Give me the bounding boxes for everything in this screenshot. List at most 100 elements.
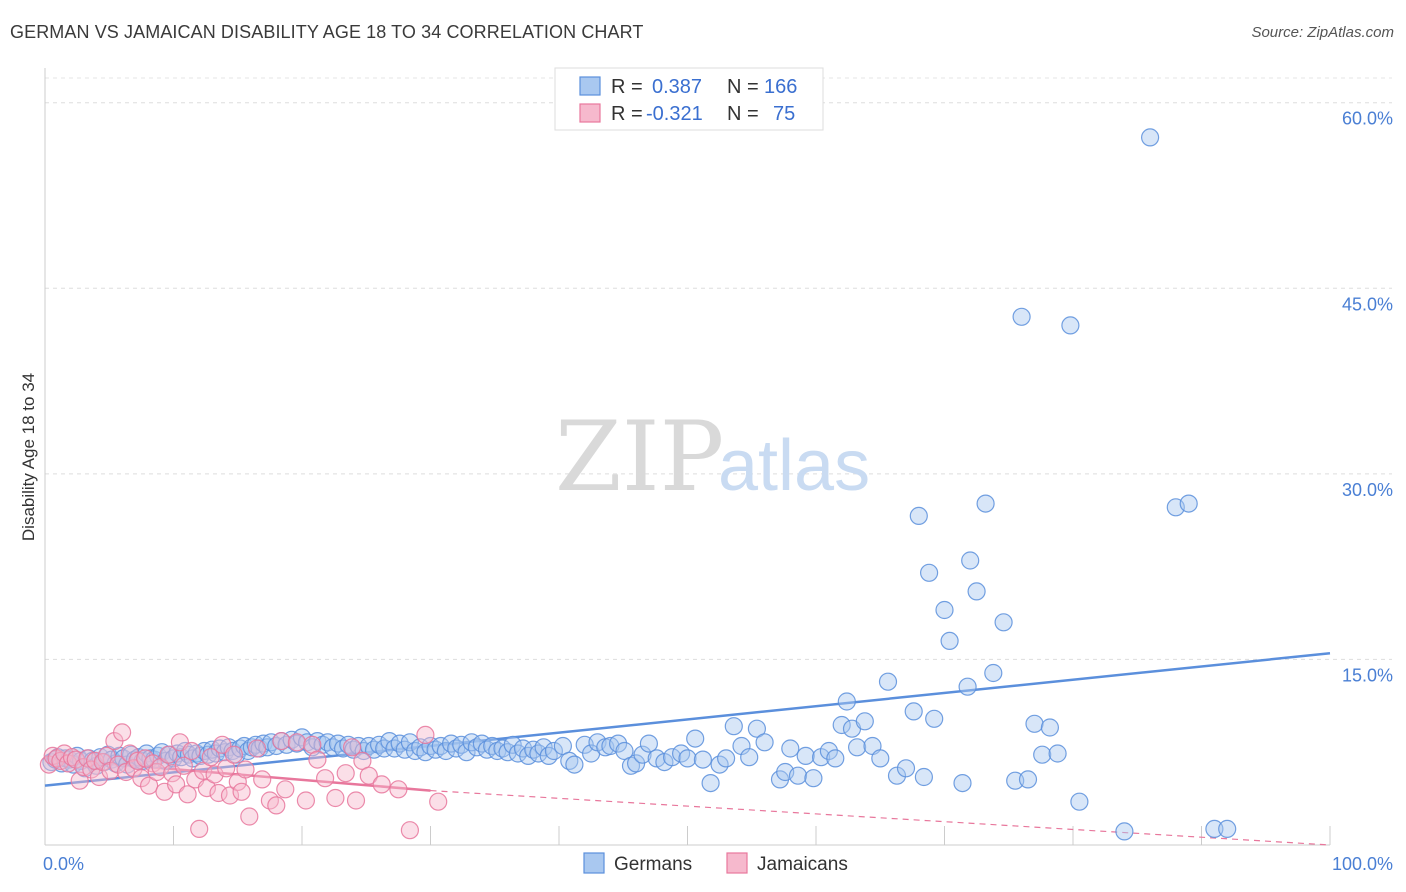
point-germans xyxy=(804,769,823,788)
point-jamaicans xyxy=(220,786,240,805)
point-jamaicans xyxy=(236,760,255,779)
point-germans xyxy=(871,749,890,768)
legend-r-label-germans: R = xyxy=(611,76,643,98)
point-germans xyxy=(349,736,368,756)
point-jamaicans xyxy=(416,725,435,745)
legend: R = 0.387 N = 166 R = -0.321 N = 75 xyxy=(554,67,824,131)
point-jamaicans xyxy=(296,791,315,810)
bottom-legend-germans: Germans xyxy=(614,854,692,875)
point-jamaicans xyxy=(308,750,327,769)
point-jamaicans xyxy=(346,791,366,810)
point-germans xyxy=(781,739,800,758)
point-germans xyxy=(819,741,839,761)
point-jamaicans xyxy=(400,821,419,840)
point-germans xyxy=(953,773,972,793)
point-germans xyxy=(976,494,995,513)
point-germans xyxy=(1140,128,1160,147)
point-germans xyxy=(686,729,705,748)
point-germans xyxy=(1061,316,1080,335)
point-jamaicans xyxy=(247,739,267,758)
legend-swatch-germans xyxy=(579,76,601,96)
point-jamaicans xyxy=(326,788,345,808)
point-germans xyxy=(919,563,939,582)
point-jamaicans xyxy=(359,766,378,785)
point-germans xyxy=(1205,819,1224,839)
point-germans xyxy=(994,613,1013,632)
point-germans xyxy=(534,738,553,757)
legend-swatch-jamaicans xyxy=(579,103,601,123)
point-germans xyxy=(678,749,697,768)
point-germans xyxy=(503,735,522,754)
axes xyxy=(44,68,1331,846)
point-jamaicans xyxy=(132,769,151,788)
point-germans xyxy=(909,506,928,526)
point-germans xyxy=(847,738,867,757)
point-germans xyxy=(693,750,713,769)
point-germans xyxy=(855,712,874,731)
point-jamaicans xyxy=(336,764,355,783)
point-germans xyxy=(1012,307,1031,326)
point-germans xyxy=(984,663,1003,683)
point-jamaicans xyxy=(240,807,259,826)
point-germans xyxy=(826,749,845,768)
point-germans xyxy=(1040,718,1060,737)
x-tick-labels: 0.0% 100.0% xyxy=(43,854,1393,874)
point-jamaicans xyxy=(372,775,391,794)
watermark-zip: ZIP xyxy=(555,401,724,513)
x-tick-label: 0.0% xyxy=(43,854,84,874)
point-germans xyxy=(755,733,774,752)
x-tick-label: 100.0% xyxy=(1332,854,1393,874)
point-germans xyxy=(1025,714,1044,733)
point-jamaicans xyxy=(213,735,232,754)
point-germans xyxy=(633,745,652,764)
point-germans xyxy=(608,734,628,753)
legend-n-label-jamaicans: N = xyxy=(727,103,759,125)
point-germans xyxy=(724,717,743,736)
point-jamaicans xyxy=(190,819,209,839)
trend-line-extension-jamaicans xyxy=(430,789,1331,846)
point-germans xyxy=(878,672,898,691)
point-jamaicans xyxy=(389,780,408,799)
legend-n-label-germans: N = xyxy=(727,76,759,98)
point-jamaicans xyxy=(167,775,186,794)
legend-r-value-jamaicans: -0.321 xyxy=(646,103,703,125)
point-jamaicans xyxy=(197,778,216,798)
watermark: ZIP atlas xyxy=(555,401,870,513)
point-germans xyxy=(1179,494,1198,513)
y-tick-label: 15.0% xyxy=(1342,665,1393,685)
point-germans xyxy=(716,749,736,768)
point-jamaicans xyxy=(89,767,109,787)
point-jamaicans xyxy=(267,796,286,815)
point-jamaicans xyxy=(232,782,251,801)
chart-title: GERMAN VS JAMAICAN DISABILITY AGE 18 TO … xyxy=(10,22,644,42)
point-jamaicans xyxy=(178,785,197,804)
y-tick-labels: 15.0% 30.0% 45.0% 60.0% xyxy=(1342,109,1393,686)
point-jamaicans xyxy=(201,748,220,767)
point-jamaicans xyxy=(316,769,335,788)
point-germans xyxy=(740,748,759,767)
data-points xyxy=(39,128,1237,841)
point-germans xyxy=(565,755,584,774)
point-germans xyxy=(1115,822,1134,841)
point-jamaicans xyxy=(253,770,272,789)
point-jamaicans xyxy=(343,738,362,757)
point-germans xyxy=(958,677,977,696)
point-germans xyxy=(925,709,944,728)
point-germans xyxy=(701,773,720,793)
point-germans xyxy=(457,743,476,762)
point-germans xyxy=(1048,744,1067,763)
bottom-legend-swatch-jamaicans xyxy=(726,852,748,874)
point-germans xyxy=(544,741,564,761)
legend-r-value-germans: 0.387 xyxy=(652,76,702,98)
source-label: Source: ZipAtlas.com xyxy=(1251,24,1394,41)
point-germans xyxy=(796,746,815,766)
bottom-legend-jamaicans: Jamaicans xyxy=(757,854,848,875)
point-germans xyxy=(961,551,980,570)
point-jamaicans xyxy=(429,792,448,811)
y-tick-label: 45.0% xyxy=(1342,294,1393,314)
point-jamaicans xyxy=(276,780,295,799)
point-germans xyxy=(1218,819,1237,839)
point-jamaicans xyxy=(217,759,236,778)
y-axis-title: Disability Age 18 to 34 xyxy=(19,373,38,541)
